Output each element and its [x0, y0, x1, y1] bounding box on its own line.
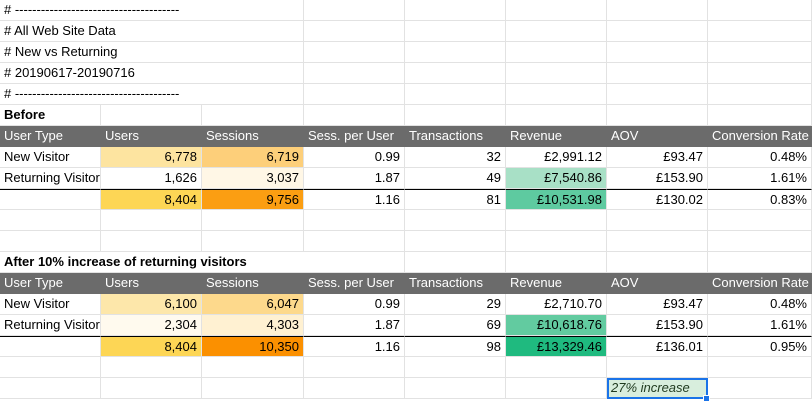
table-row: Returning Visitor 2,304 4,303 1.87 69 £1… — [0, 315, 812, 336]
transactions-total-cell[interactable]: 81 — [405, 189, 506, 210]
sess-per-user-total-cell[interactable]: 1.16 — [304, 336, 405, 357]
total-row: 8,404 10,350 1.16 98 £13,329.46 £136.01 … — [0, 336, 812, 357]
empty-row — [0, 357, 812, 378]
header-cell[interactable]: Sess. per User — [304, 273, 405, 294]
header-cell[interactable]: Sessions — [202, 273, 304, 294]
sessions-cell[interactable]: 4,303 — [202, 315, 304, 336]
section-title-row: Before — [0, 105, 812, 126]
total-label-cell[interactable] — [0, 189, 101, 210]
header-cell[interactable]: AOV — [607, 126, 708, 147]
aov-total-cell[interactable]: £136.01 — [607, 336, 708, 357]
comment-cell[interactable]: # All Web Site Data — [0, 21, 202, 42]
conversion-rate-total-cell[interactable]: 0.95% — [708, 336, 812, 357]
section-title-row: After 10% increase of returning visitors — [0, 252, 812, 273]
empty-row — [0, 231, 812, 252]
users-cell[interactable]: 1,626 — [101, 168, 202, 189]
transactions-cell[interactable]: 32 — [405, 147, 506, 168]
sessions-total-cell[interactable]: 10,350 — [202, 336, 304, 357]
sess-per-user-total-cell[interactable]: 1.16 — [304, 189, 405, 210]
comment-cell[interactable]: # -------------------------------------- — [0, 84, 202, 105]
revenue-cell[interactable]: £7,540.86 — [506, 168, 607, 189]
comment-row: # All Web Site Data — [0, 21, 812, 42]
user-type-cell[interactable]: Returning Visitor — [0, 315, 101, 336]
empty-row — [0, 399, 812, 403]
table-row: Returning Visitor 1,626 3,037 1.87 49 £7… — [0, 168, 812, 189]
empty-row — [0, 210, 812, 231]
comment-cell[interactable]: # 20190617-20190716 — [0, 63, 202, 84]
sessions-total-cell[interactable]: 9,756 — [202, 189, 304, 210]
users-total-cell[interactable]: 8,404 — [101, 336, 202, 357]
note-row: 27% increase — [0, 378, 812, 399]
revenue-cell[interactable]: £2,991.12 — [506, 147, 607, 168]
transactions-cell[interactable]: 49 — [405, 168, 506, 189]
transactions-total-cell[interactable]: 98 — [405, 336, 506, 357]
users-total-cell[interactable]: 8,404 — [101, 189, 202, 210]
revenue-total-cell[interactable]: £10,531.98 — [506, 189, 607, 210]
header-cell[interactable]: Transactions — [405, 126, 506, 147]
transactions-cell[interactable]: 29 — [405, 294, 506, 315]
sess-per-user-cell[interactable]: 1.87 — [304, 315, 405, 336]
users-cell[interactable]: 6,100 — [101, 294, 202, 315]
header-cell[interactable]: Conversion Rate — [708, 273, 812, 294]
header-cell[interactable]: Conversion Rate — [708, 126, 812, 147]
sess-per-user-cell[interactable]: 1.87 — [304, 168, 405, 189]
conversion-rate-total-cell[interactable]: 0.83% — [708, 189, 812, 210]
comment-row: # New vs Returning — [0, 42, 812, 63]
transactions-cell[interactable]: 69 — [405, 315, 506, 336]
aov-cell[interactable]: £153.90 — [607, 168, 708, 189]
revenue-cell[interactable]: £2,710.70 — [506, 294, 607, 315]
header-cell[interactable]: Users — [101, 273, 202, 294]
aov-cell[interactable]: £93.47 — [607, 294, 708, 315]
comment-cell[interactable]: # -------------------------------------- — [0, 0, 202, 21]
aov-cell[interactable]: £153.90 — [607, 315, 708, 336]
users-cell[interactable]: 6,778 — [101, 147, 202, 168]
conversion-rate-cell[interactable]: 0.48% — [708, 147, 812, 168]
before-title[interactable]: Before — [0, 105, 101, 126]
sess-per-user-cell[interactable]: 0.99 — [304, 294, 405, 315]
header-cell[interactable]: Users — [101, 126, 202, 147]
aov-cell[interactable]: £93.47 — [607, 147, 708, 168]
users-cell[interactable]: 2,304 — [101, 315, 202, 336]
after-header-row: User Type Users Sessions Sess. per User … — [0, 273, 812, 294]
conversion-rate-cell[interactable]: 1.61% — [708, 168, 812, 189]
header-cell[interactable]: Sessions — [202, 126, 304, 147]
sessions-cell[interactable]: 6,719 — [202, 147, 304, 168]
comment-row: # -------------------------------------- — [0, 0, 812, 21]
table-row: New Visitor 6,100 6,047 0.99 29 £2,710.7… — [0, 294, 812, 315]
revenue-total-cell[interactable]: £13,329.46 — [506, 336, 607, 357]
selection-fill-handle[interactable] — [703, 395, 710, 402]
comment-row: # -------------------------------------- — [0, 84, 812, 105]
total-label-cell[interactable] — [0, 336, 101, 357]
table-row: New Visitor 6,778 6,719 0.99 32 £2,991.1… — [0, 147, 812, 168]
increase-note-cell[interactable]: 27% increase — [607, 378, 708, 399]
conversion-rate-cell[interactable]: 1.61% — [708, 315, 812, 336]
header-cell[interactable]: Sess. per User — [304, 126, 405, 147]
header-cell[interactable]: AOV — [607, 273, 708, 294]
comment-cell[interactable]: # New vs Returning — [0, 42, 202, 63]
header-cell[interactable]: User Type — [0, 273, 101, 294]
header-cell[interactable]: Revenue — [506, 126, 607, 147]
conversion-rate-cell[interactable]: 0.48% — [708, 294, 812, 315]
user-type-cell[interactable]: Returning Visitor — [0, 168, 101, 189]
header-cell[interactable]: Transactions — [405, 273, 506, 294]
header-cell[interactable]: Revenue — [506, 273, 607, 294]
after-title[interactable]: After 10% increase of returning visitors — [0, 252, 304, 273]
sessions-cell[interactable]: 6,047 — [202, 294, 304, 315]
total-row: 8,404 9,756 1.16 81 £10,531.98 £130.02 0… — [0, 189, 812, 210]
user-type-cell[interactable]: New Visitor — [0, 294, 101, 315]
revenue-cell[interactable]: £10,618.76 — [506, 315, 607, 336]
before-header-row: User Type Users Sessions Sess. per User … — [0, 126, 812, 147]
sessions-cell[interactable]: 3,037 — [202, 168, 304, 189]
comment-row: # 20190617-20190716 — [0, 63, 812, 84]
aov-total-cell[interactable]: £130.02 — [607, 189, 708, 210]
user-type-cell[interactable]: New Visitor — [0, 147, 101, 168]
sess-per-user-cell[interactable]: 0.99 — [304, 147, 405, 168]
header-cell[interactable]: User Type — [0, 126, 101, 147]
